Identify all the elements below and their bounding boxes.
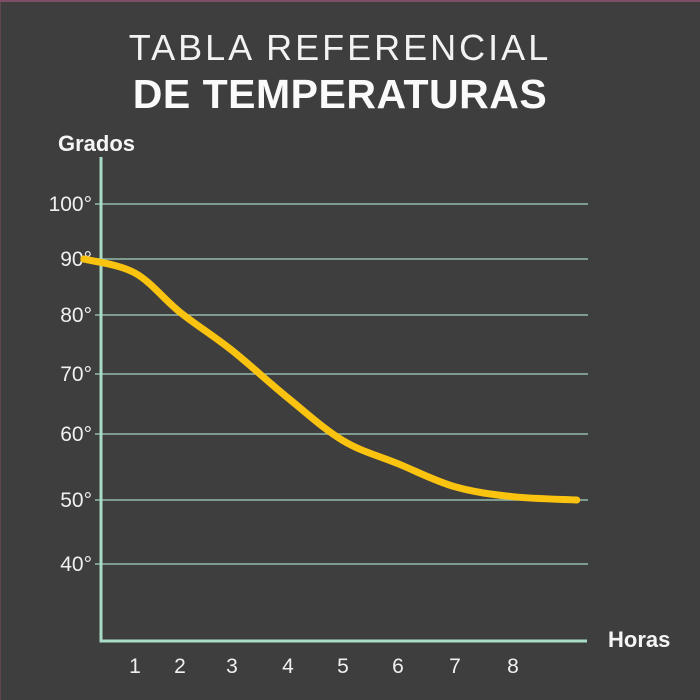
- left-edge-border: [0, 2, 1, 700]
- y-tick-label-50: 50°: [60, 489, 92, 512]
- y-tick-label-90: 90°: [60, 248, 92, 271]
- y-tick-label-70: 70°: [60, 363, 92, 386]
- title-block: TABLA REFERENCIAL DE TEMPERATURAS: [0, 26, 680, 118]
- x-tick-label-1: 1: [129, 655, 141, 678]
- y-tick-label-60: 60°: [60, 423, 92, 446]
- page-title-line2: DE TEMPERATURAS: [132, 71, 548, 117]
- x-tick-label-2: 2: [174, 655, 186, 678]
- x-tick-label-6: 6: [392, 655, 404, 678]
- temperature-curve: [80, 255, 581, 504]
- x-tick-label-8: 8: [507, 655, 519, 678]
- x-tick-label-7: 7: [449, 655, 461, 678]
- x-axis-title: Horas: [608, 627, 671, 652]
- y-tick-label-40: 40°: [60, 553, 92, 576]
- y-tick-label-100: 100°: [49, 193, 92, 216]
- page-title-line1: TABLA REFERENCIAL: [128, 27, 552, 68]
- x-tick-label-5: 5: [337, 655, 349, 678]
- y-tick-label-80: 80°: [60, 304, 92, 327]
- x-tick-label-3: 3: [226, 655, 238, 678]
- y-axis-title: Grados: [58, 131, 136, 156]
- x-tick-label-4: 4: [282, 655, 294, 678]
